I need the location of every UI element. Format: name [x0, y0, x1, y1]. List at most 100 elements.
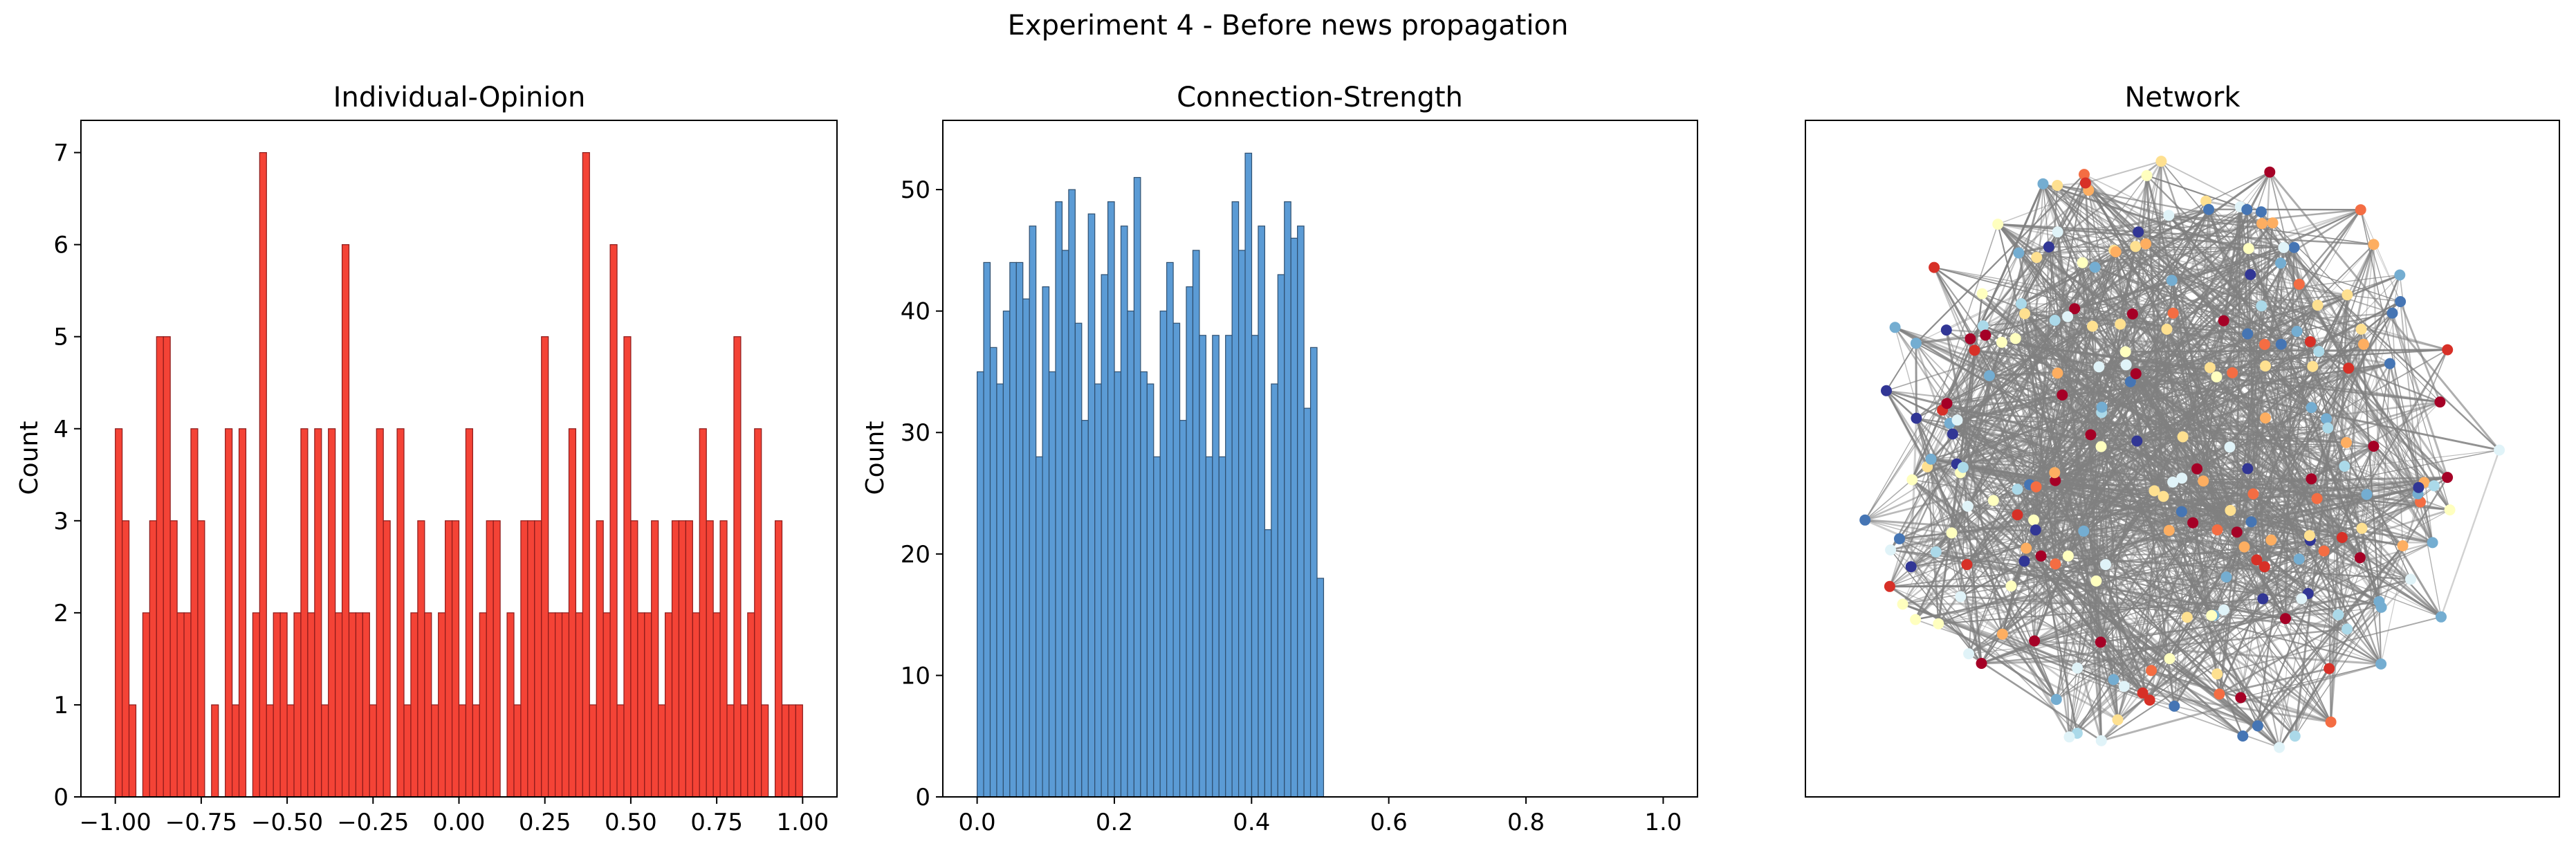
- network-node: [1965, 333, 1976, 344]
- network-edge: [1890, 549, 1961, 598]
- network-edge: [2203, 480, 2450, 511]
- network-node: [2260, 360, 2271, 372]
- network-node: [2321, 413, 2332, 425]
- network-edge: [2042, 183, 2213, 616]
- network-edge: [2017, 488, 2299, 560]
- network-edge: [2135, 373, 2332, 723]
- network-edge: [2034, 640, 2331, 724]
- network-node: [2211, 371, 2223, 383]
- network-edge: [2191, 320, 2225, 523]
- network-edge: [2172, 442, 2347, 483]
- network-node: [2361, 488, 2373, 500]
- network-edge: [1935, 551, 2382, 665]
- opinion-xtick-label: −0.75: [165, 809, 237, 836]
- strength-axes: 0.0 0.2 0.4 0.6 0.8 1.0 0 10 20 30 40 50: [901, 176, 1682, 836]
- network-node: [2251, 554, 2263, 566]
- network-edge: [2146, 174, 2241, 208]
- opinion-title: Individual-Opinion: [333, 82, 586, 113]
- opinion-ytick-label: 2: [53, 600, 68, 627]
- network-edge: [1982, 324, 2421, 503]
- network-edge: [2034, 466, 2345, 642]
- network-node: [2375, 601, 2387, 613]
- network-node: [2016, 298, 2027, 310]
- network-node: [2163, 524, 2175, 536]
- network-node: [2225, 504, 2236, 516]
- network-edge: [2018, 252, 2131, 383]
- opinion-ytick-label: 5: [53, 324, 68, 351]
- network-node: [2187, 517, 2199, 528]
- network-node: [2275, 257, 2286, 269]
- network-edge: [2172, 313, 2225, 610]
- network-edge: [2241, 663, 2382, 699]
- network-node: [1859, 514, 1871, 526]
- opinion-ytick-label: 7: [53, 140, 68, 167]
- network-node: [2289, 730, 2301, 742]
- network-node: [2120, 359, 2132, 371]
- network-node: [2339, 461, 2350, 472]
- network-node: [1929, 261, 1940, 273]
- network-edge: [1902, 603, 2078, 669]
- network-edge: [2337, 349, 2448, 615]
- network-edge: [2211, 614, 2332, 723]
- network-edge: [1930, 459, 2280, 748]
- network-node: [2258, 561, 2270, 573]
- network-edge: [2256, 445, 2375, 726]
- network-node: [2181, 612, 2193, 623]
- network-node: [2356, 522, 2368, 534]
- network-edge: [1899, 538, 1982, 664]
- strength-ytick-label: 50: [901, 176, 930, 204]
- network-node: [2278, 241, 2290, 253]
- network-node: [1946, 527, 1958, 539]
- network-edge: [2202, 209, 2210, 481]
- opinion-xtick-label: −0.25: [337, 809, 409, 836]
- network-edge: [1894, 326, 2198, 470]
- network-node: [2227, 367, 2238, 378]
- network-node: [2354, 552, 2366, 564]
- network-edge: [2294, 607, 2382, 737]
- network-node: [1963, 648, 1975, 660]
- network-node: [2005, 580, 2017, 592]
- network-edge: [2146, 175, 2171, 659]
- network-edge: [2054, 174, 2085, 481]
- network-node: [2167, 307, 2179, 319]
- network-node: [2312, 300, 2324, 311]
- network-edge: [2042, 183, 2063, 396]
- network-node: [1947, 428, 1958, 440]
- network-node: [1911, 412, 1922, 424]
- network-edge: [2100, 641, 2258, 727]
- network-node: [2012, 484, 2023, 495]
- network-edge: [2330, 329, 2363, 722]
- network-node: [2256, 218, 2267, 230]
- network-edge: [1864, 466, 1928, 521]
- network-node: [2375, 658, 2387, 670]
- network-edge: [1890, 549, 1982, 664]
- network-node: [2012, 509, 2023, 521]
- network-edge: [2168, 214, 2327, 420]
- network-node: [2306, 473, 2317, 485]
- network-node: [2224, 441, 2236, 453]
- network-edges: [1864, 160, 2501, 748]
- network-node: [2336, 532, 2348, 543]
- network-node: [2144, 695, 2155, 706]
- network-edge: [1938, 407, 2312, 625]
- network-edge: [2149, 699, 2258, 727]
- network-node: [2133, 226, 2144, 238]
- network-node: [2245, 268, 2256, 280]
- network-edge: [1911, 183, 2044, 481]
- network-edge: [2023, 251, 2117, 562]
- opinion-xtick-label: 0.00: [433, 809, 486, 836]
- network-node: [1925, 453, 1937, 465]
- network-node: [2149, 485, 2160, 497]
- network-edge: [2283, 247, 2425, 483]
- network-edge: [2240, 284, 2300, 698]
- network-node: [2089, 261, 2101, 273]
- network-node: [2093, 361, 2105, 373]
- network-node: [2357, 338, 2369, 350]
- network-edge: [1889, 308, 2076, 587]
- network-edge: [1992, 499, 2280, 748]
- network-edge: [1938, 580, 2097, 625]
- network-edge: [1949, 313, 2025, 424]
- network-edge: [1974, 303, 2022, 351]
- network-edge: [1993, 427, 2328, 502]
- network-node: [2052, 180, 2063, 191]
